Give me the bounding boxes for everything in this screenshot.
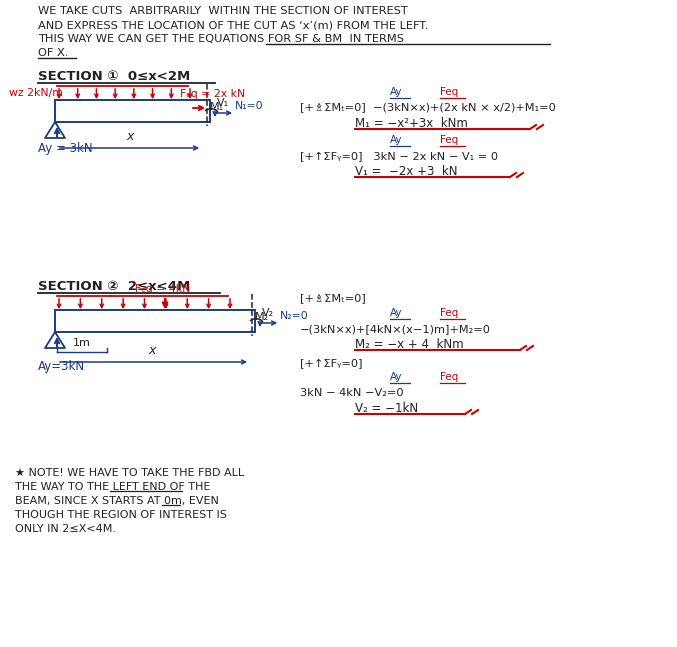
Text: ★ NOTE! WE HAVE TO TAKE THE FBD ALL: ★ NOTE! WE HAVE TO TAKE THE FBD ALL	[15, 468, 244, 478]
Text: Fₑq = 4kN: Fₑq = 4kN	[135, 284, 190, 294]
Bar	[55, 310, 255, 332]
Text: wz 2kN/m: wz 2kN/m	[9, 88, 63, 98]
Text: THIS WAY WE CAN GET THE EQUATIONS FOR SF & BM  IN TERMS: THIS WAY WE CAN GET THE EQUATIONS FOR SF…	[38, 34, 404, 44]
Text: 1m: 1m	[73, 338, 91, 348]
Text: THOUGH THE REGION OF INTEREST IS: THOUGH THE REGION OF INTEREST IS	[15, 510, 227, 520]
Text: [+♗ΣMₜ=0]: [+♗ΣMₜ=0]	[300, 293, 366, 303]
Text: M₂: M₂	[255, 312, 269, 322]
Text: [+↑ΣFᵧ=0]: [+↑ΣFᵧ=0]	[300, 358, 362, 368]
Text: AND EXPRESS THE LOCATION OF THE CUT AS ‘x’(m) FROM THE LEFT.: AND EXPRESS THE LOCATION OF THE CUT AS ‘…	[38, 20, 429, 30]
Text: Feq: Feq	[440, 372, 458, 382]
Text: WE TAKE CUTS  ARBITRARILY  WITHIN THE SECTION OF INTEREST: WE TAKE CUTS ARBITRARILY WITHIN THE SECT…	[38, 6, 408, 16]
Text: M₂ = −x + 4  kNm: M₂ = −x + 4 kNm	[355, 338, 464, 351]
Text: x: x	[126, 130, 133, 143]
Text: x: x	[148, 344, 156, 357]
Text: −(3kN×x)+[4kN×(x−1)m]+M₂=0: −(3kN×x)+[4kN×(x−1)m]+M₂=0	[300, 324, 491, 334]
Bar	[55, 100, 210, 122]
Text: M₁ = −x²+3x  kNm: M₁ = −x²+3x kNm	[355, 117, 468, 130]
Text: OF X.: OF X.	[38, 48, 68, 58]
Text: [+↑ΣFᵧ=0]   3kN − 2x kN − V₁ = 0: [+↑ΣFᵧ=0] 3kN − 2x kN − V₁ = 0	[300, 151, 498, 161]
Text: THE WAY TO THE LEFT END OF THE: THE WAY TO THE LEFT END OF THE	[15, 482, 211, 492]
Text: Fₑq = 2x kN: Fₑq = 2x kN	[180, 89, 245, 99]
Text: V₁ =  −2x +3  kN: V₁ = −2x +3 kN	[355, 165, 458, 178]
Text: ONLY IN 2≤X<4M.: ONLY IN 2≤X<4M.	[15, 524, 116, 534]
Text: Ay: Ay	[390, 372, 403, 382]
Text: N₂=0: N₂=0	[280, 311, 309, 321]
Text: N₁=0: N₁=0	[235, 101, 263, 111]
Text: Ay: Ay	[390, 87, 403, 97]
Text: Feq: Feq	[440, 135, 458, 145]
Text: V₂ = −1kN: V₂ = −1kN	[355, 402, 418, 415]
Text: [+♗ΣMₜ=0]  −(3kN×x)+(2x kN × x/2)+M₁=0: [+♗ΣMₜ=0] −(3kN×x)+(2x kN × x/2)+M₁=0	[300, 102, 556, 112]
Text: Ay = 3kN: Ay = 3kN	[38, 142, 93, 155]
Text: Ay=3kN: Ay=3kN	[38, 360, 85, 373]
Text: SECTION ②  2≤x<4M: SECTION ② 2≤x<4M	[38, 280, 190, 293]
Text: Feq: Feq	[440, 87, 458, 97]
Text: 3kN − 4kN −V₂=0: 3kN − 4kN −V₂=0	[300, 388, 403, 398]
Text: SECTION ①  0≤x<2M: SECTION ① 0≤x<2M	[38, 70, 190, 83]
Text: Feq: Feq	[440, 308, 458, 318]
Text: V₂: V₂	[262, 308, 274, 318]
Text: BEAM, SINCE X STARTS AT 0m, EVEN: BEAM, SINCE X STARTS AT 0m, EVEN	[15, 496, 219, 506]
Text: Ay: Ay	[390, 308, 403, 318]
Text: Ay: Ay	[390, 135, 403, 145]
Text: M₁: M₁	[210, 102, 224, 112]
Text: V₁: V₁	[217, 98, 229, 108]
